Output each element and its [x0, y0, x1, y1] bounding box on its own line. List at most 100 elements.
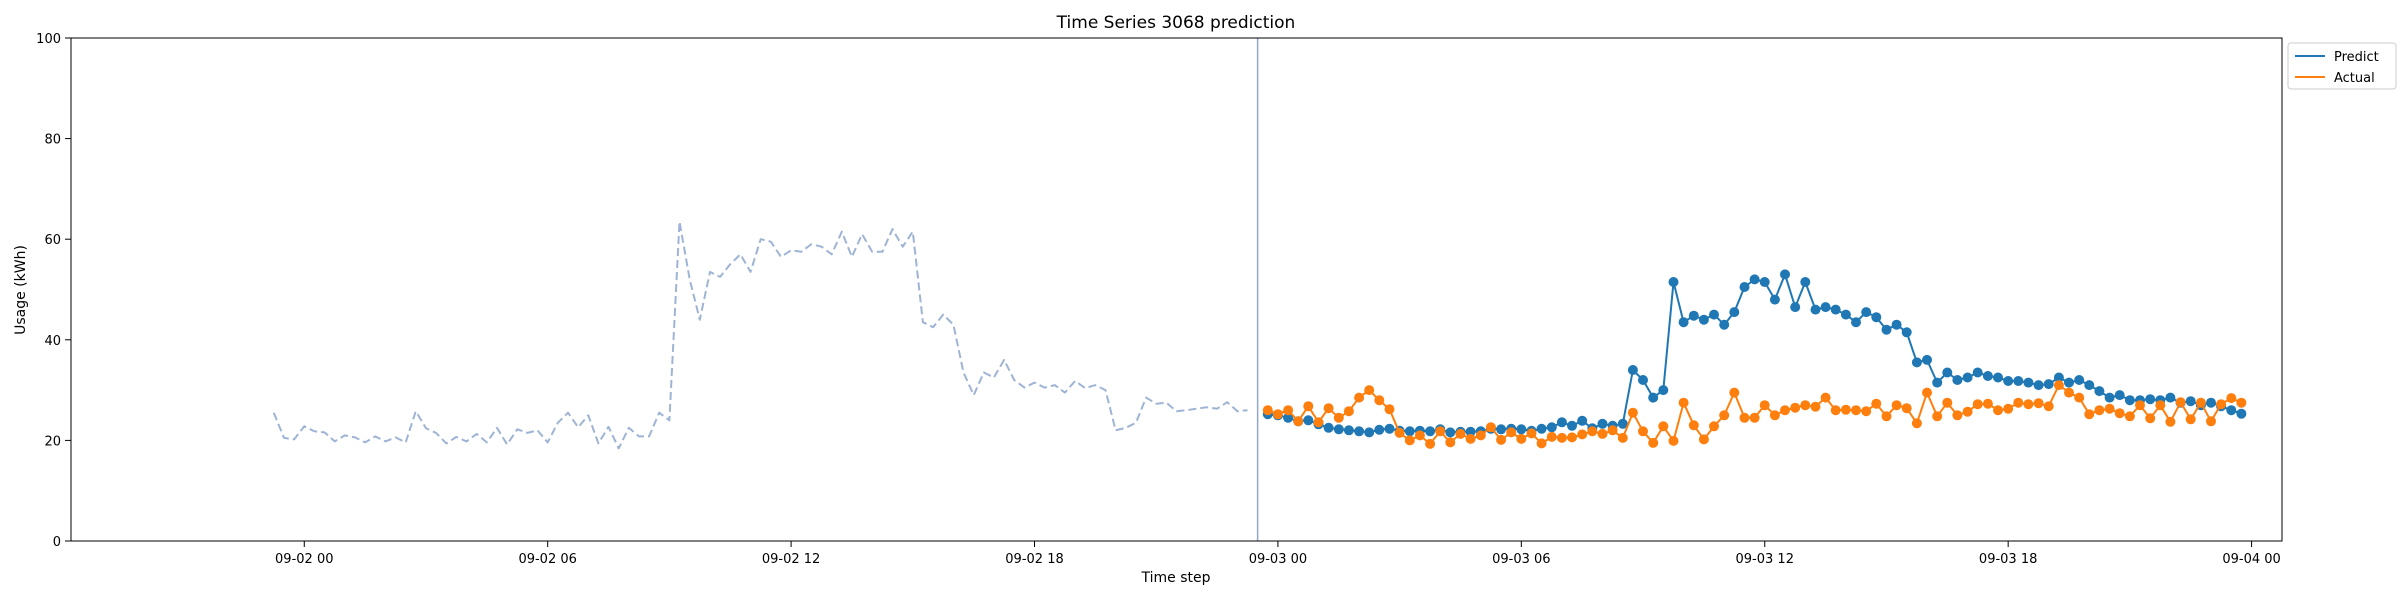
chart-title: Time Series 3068 prediction [1056, 13, 1296, 33]
actual-point [1496, 434, 1507, 445]
actual-point [1891, 400, 1902, 411]
predict-point [1283, 412, 1294, 423]
predict-point [2114, 390, 2125, 401]
actual-point [2155, 400, 2166, 411]
actual-point [1993, 405, 2003, 416]
predict-point [2236, 408, 2247, 419]
predict-point [1323, 422, 1334, 433]
predict-point [1374, 424, 1385, 435]
predict-point [2185, 396, 2196, 407]
actual-point [1962, 406, 1973, 417]
actual-point [1830, 405, 1841, 416]
actual-point [2043, 401, 2054, 412]
predict-point [1668, 277, 1679, 287]
predict-point [1648, 392, 1659, 403]
predict-point [1800, 277, 1811, 287]
actual-point [1394, 427, 1405, 438]
predict-point [1962, 372, 1973, 383]
actual-point [2135, 400, 2145, 411]
actual-point [1840, 404, 1851, 415]
actual-point [1384, 404, 1395, 415]
predict-point [1719, 319, 1730, 330]
actual-point [2094, 405, 2105, 416]
y-tick-label: 60 [44, 233, 61, 248]
actual-point [1729, 387, 1740, 398]
predict-point [1780, 269, 1790, 280]
predict-point [2033, 380, 2044, 391]
actual-point [1516, 433, 1527, 444]
actual-point [1577, 429, 1588, 440]
actual-point [2013, 397, 2024, 408]
x-tick-label: 09-03 00 [1249, 552, 1307, 567]
actual-point [1688, 420, 1699, 431]
predict-point [1993, 372, 2003, 383]
predict-point [1729, 307, 1740, 318]
actual-point [1293, 416, 1304, 427]
predict-point [2053, 372, 2064, 383]
actual-point [1364, 385, 1375, 396]
actual-point [1627, 407, 1638, 418]
y-tick-label: 40 [44, 334, 61, 349]
legend-label-predict: Predict [2334, 50, 2379, 65]
actual-point [2216, 399, 2227, 410]
actual-point [1901, 403, 1912, 414]
actual-point [1678, 397, 1689, 408]
x-tick-label: 09-03 06 [1492, 552, 1550, 567]
y-tick-label: 100 [36, 32, 61, 47]
predict-point [1303, 415, 1314, 426]
actual-point [1262, 405, 1273, 416]
predict-point [1861, 307, 1872, 318]
actual-point [1800, 400, 1811, 411]
legend-label-actual: Actual [2334, 71, 2375, 86]
predict-point [1404, 426, 1415, 437]
predict-point [1688, 310, 1699, 321]
predict-point [1617, 418, 1628, 429]
x-tick-label: 09-02 18 [1005, 552, 1063, 567]
actual-point [1749, 412, 1760, 423]
actual-point [2003, 403, 2014, 414]
actual-point [1323, 403, 1334, 414]
predict-point [1820, 302, 1831, 313]
actual-point [2226, 393, 2237, 404]
predict-point [1364, 427, 1375, 438]
predict-point [1840, 309, 1851, 320]
predict-point [1678, 317, 1689, 328]
predict-point [1638, 375, 1648, 385]
actual-point [2165, 416, 2176, 427]
actual-point [1343, 406, 1354, 417]
predict-point [1597, 418, 1608, 429]
actual-point [1607, 425, 1618, 436]
actual-point [2074, 392, 2085, 403]
predict-point [1577, 415, 1588, 426]
predict-point [1658, 385, 1669, 396]
actual-point [1780, 405, 1790, 416]
actual-point [1303, 401, 1314, 412]
predict-point [1942, 367, 1953, 378]
actual-point [1556, 432, 1567, 443]
actual-point [2195, 397, 2206, 408]
actual-point [1455, 428, 1466, 439]
actual-point [1313, 417, 1324, 428]
x-tick-label: 09-03 12 [1736, 552, 1794, 567]
predict-point [2206, 397, 2216, 408]
actual-point [1597, 428, 1608, 439]
actual-point [1911, 418, 1922, 429]
predict-point [2094, 386, 2105, 397]
actual-point [1709, 421, 1719, 432]
actual-point [1354, 392, 1365, 403]
actual-point [1942, 397, 1953, 408]
actual-point [2064, 387, 2074, 398]
predict-point [1759, 277, 1770, 287]
predict-point [1567, 420, 1577, 431]
x-tick-label: 09-03 18 [1979, 552, 2037, 567]
actual-point [2104, 403, 2115, 414]
predict-point [2013, 376, 2024, 386]
x-tick-label: 09-04 00 [2222, 552, 2280, 567]
actual-point [1638, 426, 1648, 437]
actual-point [1739, 412, 1750, 423]
actual-point [1587, 426, 1598, 437]
predict-point [1749, 274, 1760, 285]
predict-point [1354, 426, 1365, 437]
actual-point [1719, 410, 1730, 421]
